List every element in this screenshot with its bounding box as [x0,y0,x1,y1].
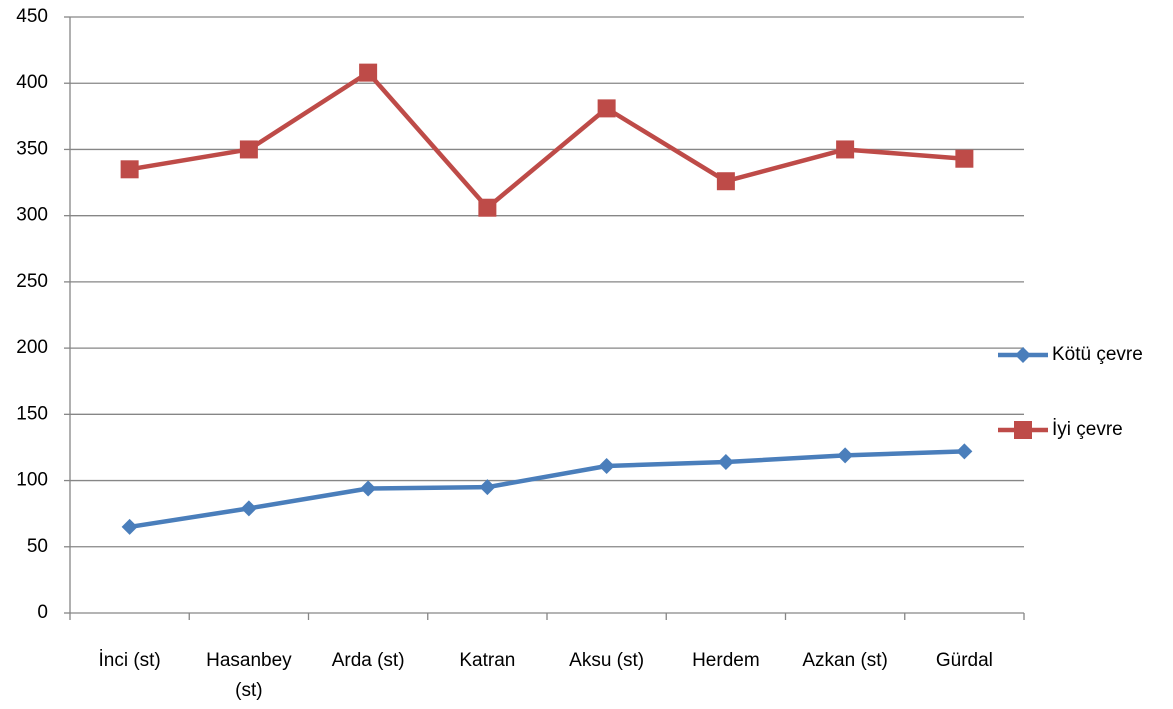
y-tick-label: 350 [16,138,48,159]
marker [956,443,973,460]
y-tick-label: 100 [16,470,48,491]
marker [239,140,258,159]
series-line [129,70,965,210]
marker [836,140,855,159]
x-tick-label: Aksu (st) [569,650,644,671]
marker [955,149,974,168]
marker [240,500,257,517]
y-tick-label: 0 [37,602,48,623]
marker [598,457,615,474]
marker [359,63,378,82]
marker [1014,421,1032,439]
x-tick-label-line: Hasanbey [206,650,292,671]
marker [478,198,497,217]
x-tick-label-line: (st) [235,680,262,701]
y-tick-label: 450 [16,6,48,27]
marker [121,518,138,535]
y-tick-label: 50 [27,536,48,557]
x-tick-label: Arda (st) [332,650,405,671]
marker [716,172,735,191]
legend-label: Kötü çevre [1052,344,1143,365]
y-tick-label: 300 [16,205,48,226]
x-tick-label: Azkan (st) [802,650,888,671]
marker [360,480,377,497]
legend-label: İyi çevre [1052,419,1123,440]
y-tick-label: 250 [16,271,48,292]
marker [717,454,734,471]
y-tick-label: 150 [16,403,48,424]
x-tick-label: Herdem [692,650,760,671]
x-tick-label: Hasanbey (st) [206,650,292,701]
x-tick-label: Katran [459,650,515,671]
x-tick-label: İnci (st) [98,650,160,671]
marker [1015,347,1031,363]
marker [597,99,616,118]
marker [837,447,854,464]
y-tick-label: 400 [16,72,48,93]
y-tick-label: 200 [16,337,48,358]
series-line [129,449,965,530]
marker [120,160,139,179]
x-tick-label: Gürdal [936,650,993,671]
marker [479,479,496,496]
